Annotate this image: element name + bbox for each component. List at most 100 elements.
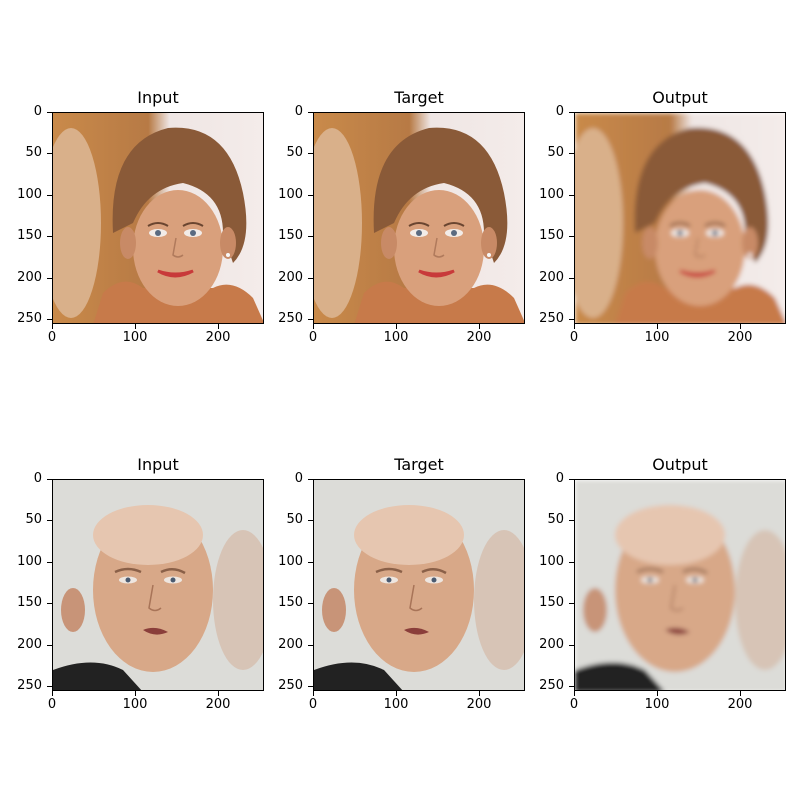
x-tick-mark [740,324,741,329]
x-tick-mark [218,691,219,696]
y-tick-label: 200 [539,270,564,285]
x-tick-label: 100 [383,697,409,712]
y-tick-label: 250 [17,678,42,693]
y-tick-mark [47,520,52,521]
x-tick-mark [657,691,658,696]
y-tick-label: 100 [17,554,42,569]
x-tick-mark [479,324,480,329]
y-tick-mark [569,479,574,480]
x-tick-label: 100 [644,330,670,345]
y-tick-label: 0 [33,104,42,119]
woman-portrait-target-panel: Target [278,88,525,345]
x-tick-label: 100 [122,697,148,712]
y-tick-mark [569,236,574,237]
y-tick-mark [569,520,574,521]
y-tick-mark [569,195,574,196]
y-tick-mark [47,278,52,279]
y-tick-label: 200 [278,270,303,285]
y-tick-mark [308,479,313,480]
x-tick-mark [574,691,575,696]
woman-portrait-output-panel: Output [539,88,786,345]
y-tick-mark [308,278,313,279]
y-tick-label: 250 [278,678,303,693]
x-tick-mark [396,691,397,696]
y-tick-mark [569,645,574,646]
x-tick-label: 0 [569,697,579,712]
y-tick-mark [47,562,52,563]
x-tick-label: 0 [308,697,318,712]
y-tick-mark [47,645,52,646]
x-tick-label: 200 [466,697,492,712]
y-tick-label: 100 [278,554,303,569]
x-tick-mark [135,691,136,696]
x-tick-mark [135,324,136,329]
y-tick-mark [308,603,313,604]
x-tick-label: 0 [308,330,318,345]
y-tick-mark [569,319,574,320]
panel-title: Output [652,88,708,107]
panel-title: Output [652,455,708,474]
panel-title: Target [394,455,444,474]
x-tick-label: 0 [569,330,579,345]
y-tick-mark [308,112,313,113]
y-tick-label: 100 [17,187,42,202]
panel-title: Input [137,88,179,107]
y-tick-mark [569,278,574,279]
y-tick-mark [47,479,52,480]
panel-title: Input [137,455,179,474]
y-tick-label: 250 [278,311,303,326]
x-tick-mark [479,691,480,696]
y-tick-label: 50 [25,512,42,527]
y-tick-label: 150 [17,228,42,243]
man-portrait-image [575,480,785,690]
image-frame [313,112,525,324]
y-tick-label: 200 [539,637,564,652]
y-tick-label: 250 [539,678,564,693]
y-tick-label: 100 [278,187,303,202]
x-tick-mark [218,324,219,329]
y-tick-label: 200 [278,637,303,652]
y-tick-label: 50 [547,512,564,527]
x-tick-mark [740,691,741,696]
image-frame [52,112,264,324]
x-tick-label: 100 [122,330,148,345]
man-portrait-image [314,480,524,690]
x-tick-label: 200 [205,330,231,345]
y-tick-label: 50 [286,145,303,160]
man-portrait-image [53,480,263,690]
y-tick-label: 0 [33,471,42,486]
x-tick-mark [52,324,53,329]
y-tick-mark [569,153,574,154]
y-tick-mark [569,112,574,113]
image-frame [313,479,525,691]
y-tick-label: 250 [17,311,42,326]
y-tick-label: 50 [286,512,303,527]
y-tick-label: 150 [539,228,564,243]
y-tick-mark [308,319,313,320]
y-tick-mark [47,195,52,196]
x-tick-label: 0 [47,330,57,345]
y-tick-label: 150 [278,595,303,610]
y-tick-mark [47,319,52,320]
woman-portrait-image [53,113,263,323]
x-tick-mark [657,324,658,329]
y-tick-mark [308,520,313,521]
y-tick-label: 0 [294,471,303,486]
x-tick-label: 0 [47,697,57,712]
y-tick-label: 0 [294,104,303,119]
image-frame [52,479,264,691]
y-tick-mark [308,645,313,646]
y-tick-label: 200 [17,270,42,285]
man-portrait-output-panel: Output 0 50 100 150 200 250 0 100 200 [539,455,786,712]
x-tick-mark [313,324,314,329]
y-tick-mark [47,112,52,113]
y-tick-mark [308,686,313,687]
x-tick-mark [313,691,314,696]
y-tick-mark [308,195,313,196]
y-tick-label: 150 [17,595,42,610]
y-tick-mark [569,686,574,687]
man-portrait-target-panel: Target 0 50 100 150 200 250 0 100 200 [278,455,525,712]
y-tick-label: 100 [539,554,564,569]
woman-portrait-input-panel: Input [17,88,264,345]
y-tick-label: 50 [547,145,564,160]
